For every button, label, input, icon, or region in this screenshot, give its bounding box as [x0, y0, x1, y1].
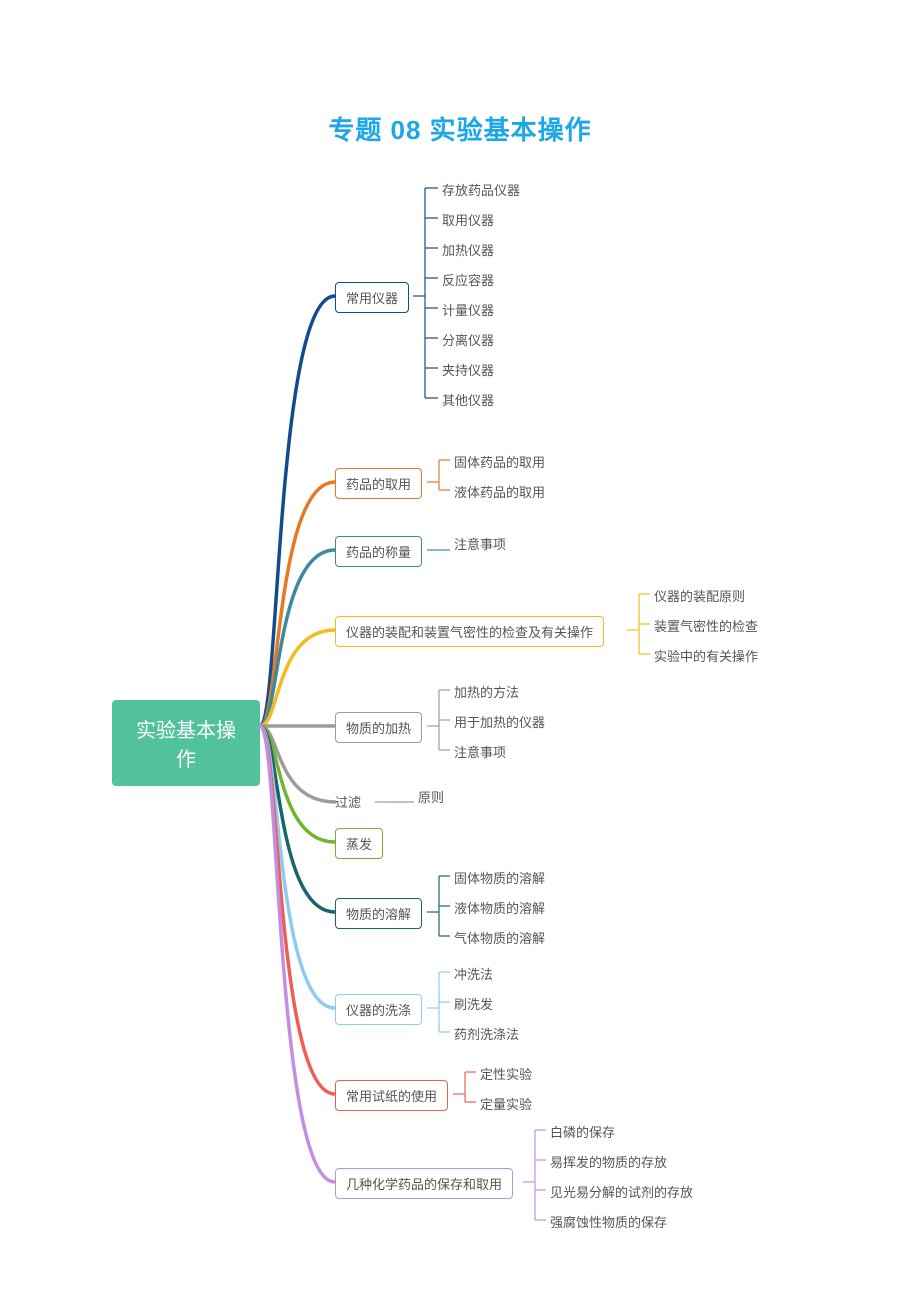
leaf-node: 原则	[418, 787, 444, 806]
leaf-node: 易挥发的物质的存放	[550, 1152, 667, 1171]
leaf-node: 分离仪器	[442, 330, 494, 349]
leaf-node: 实验中的有关操作	[654, 646, 758, 665]
leaf-node: 存放药品仪器	[442, 180, 520, 199]
branch-label: 物质的加热	[346, 721, 411, 736]
branch-b9: 常用试纸的使用	[335, 1080, 448, 1111]
leaf-label: 夹持仪器	[442, 363, 494, 378]
leaf-node: 液体药品的取用	[454, 482, 545, 501]
branch-b7: 物质的溶解	[335, 898, 422, 929]
leaf-node: 固体药品的取用	[454, 452, 545, 471]
branch-b8: 仪器的洗涤	[335, 994, 422, 1025]
leaf-label: 易挥发的物质的存放	[550, 1155, 667, 1170]
branch-label: 物质的溶解	[346, 907, 411, 922]
leaf-label: 加热的方法	[454, 685, 519, 700]
leaf-label: 固体物质的溶解	[454, 871, 545, 886]
leaf-label: 原则	[418, 790, 444, 805]
leaf-label: 注意事项	[454, 537, 506, 552]
leaf-node: 刷洗发	[454, 994, 493, 1013]
leaf-node: 药剂洗涤法	[454, 1024, 519, 1043]
leaf-node: 装置气密性的检查	[654, 616, 758, 635]
leaf-node: 固体物质的溶解	[454, 868, 545, 887]
leaf-node: 白磷的保存	[550, 1122, 615, 1141]
branch-label: 几种化学药品的保存和取用	[346, 1177, 502, 1192]
page-title: 专题 08 实验基本操作	[0, 110, 920, 147]
leaf-label: 其他仪器	[442, 393, 494, 408]
leaf-label: 强腐蚀性物质的保存	[550, 1215, 667, 1230]
branch-label: 仪器的装配和装置气密性的检查及有关操作	[346, 625, 593, 640]
leaf-label: 实验中的有关操作	[654, 649, 758, 664]
leaf-node: 注意事项	[454, 742, 506, 761]
leaf-label: 反应容器	[442, 273, 494, 288]
leaf-label: 冲洗法	[454, 967, 493, 982]
branch-label: 常用仪器	[346, 291, 398, 306]
leaf-label: 仪器的装配原则	[654, 589, 745, 604]
leaf-label: 注意事项	[454, 745, 506, 760]
leaf-label: 计量仪器	[442, 303, 494, 318]
branch-label: 蒸发	[346, 837, 372, 852]
leaf-node: 注意事项	[454, 534, 506, 553]
branch-b2: 药品的取用	[335, 468, 422, 499]
branch-label: 仪器的洗涤	[346, 1003, 411, 1018]
mindmap-root: 实验基本操作	[112, 700, 260, 786]
leaf-node: 反应容器	[442, 270, 494, 289]
branch-b5: 物质的加热	[335, 712, 422, 743]
leaf-label: 分离仪器	[442, 333, 494, 348]
leaf-label: 装置气密性的检查	[654, 619, 758, 634]
leaf-node: 冲洗法	[454, 964, 493, 983]
root-label: 实验基本操作	[136, 720, 236, 771]
leaf-node: 加热仪器	[442, 240, 494, 259]
leaf-node: 液体物质的溶解	[454, 898, 545, 917]
leaf-label: 固体药品的取用	[454, 455, 545, 470]
leaf-label: 存放药品仪器	[442, 183, 520, 198]
leaf-label: 药剂洗涤法	[454, 1027, 519, 1042]
leaf-node: 其他仪器	[442, 390, 494, 409]
branch-label: 药品的取用	[346, 477, 411, 492]
leaf-label: 液体药品的取用	[454, 485, 545, 500]
leaf-node: 定性实验	[480, 1064, 532, 1083]
branch-b6a: 过滤	[335, 792, 361, 811]
leaf-node: 强腐蚀性物质的保存	[550, 1212, 667, 1231]
leaf-label: 加热仪器	[442, 243, 494, 258]
leaf-node: 夹持仪器	[442, 360, 494, 379]
leaf-node: 仪器的装配原则	[654, 586, 745, 605]
branch-b3: 药品的称量	[335, 536, 422, 567]
leaf-label: 气体物质的溶解	[454, 931, 545, 946]
leaf-label: 定性实验	[480, 1067, 532, 1082]
leaf-node: 加热的方法	[454, 682, 519, 701]
leaf-node: 计量仪器	[442, 300, 494, 319]
leaf-label: 用于加热的仪器	[454, 715, 545, 730]
leaf-label: 定量实验	[480, 1097, 532, 1112]
leaf-label: 取用仪器	[442, 213, 494, 228]
leaf-label: 白磷的保存	[550, 1125, 615, 1140]
leaf-node: 定量实验	[480, 1094, 532, 1113]
branch-label: 常用试纸的使用	[346, 1089, 437, 1104]
leaf-label: 刷洗发	[454, 997, 493, 1012]
leaf-node: 气体物质的溶解	[454, 928, 545, 947]
leaf-node: 用于加热的仪器	[454, 712, 545, 731]
branch-label: 药品的称量	[346, 545, 411, 560]
branch-b10: 几种化学药品的保存和取用	[335, 1168, 513, 1199]
branch-b6b: 蒸发	[335, 828, 383, 859]
leaf-label: 见光易分解的试剂的存放	[550, 1185, 693, 1200]
leaf-label: 液体物质的溶解	[454, 901, 545, 916]
leaf-node: 见光易分解的试剂的存放	[550, 1182, 693, 1201]
branch-b4: 仪器的装配和装置气密性的检查及有关操作	[335, 616, 604, 647]
branch-b1: 常用仪器	[335, 282, 409, 313]
leaf-node: 取用仪器	[442, 210, 494, 229]
branch-label: 过滤	[335, 795, 361, 810]
